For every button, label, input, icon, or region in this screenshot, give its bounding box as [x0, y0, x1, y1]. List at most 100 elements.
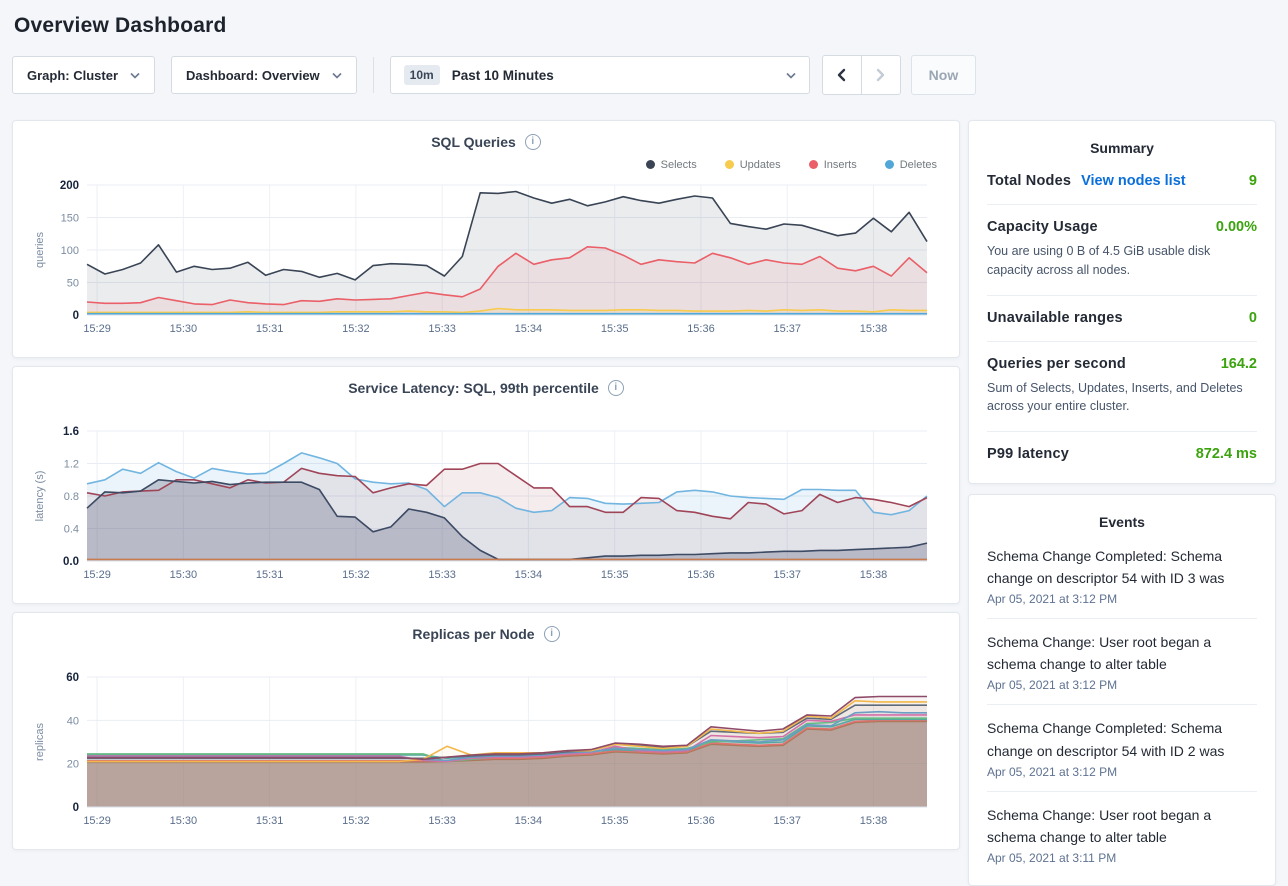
- svg-text:0.8: 0.8: [64, 491, 79, 503]
- chevron-down-icon: [130, 72, 140, 79]
- svg-text:50: 50: [67, 278, 79, 290]
- legend-item-updates[interactable]: Updates: [724, 157, 781, 172]
- summary-value: 164.2: [1220, 355, 1257, 372]
- event-item: Schema Change Completed: Schema change o…: [987, 705, 1257, 792]
- svg-text:60: 60: [66, 672, 79, 684]
- svg-text:15:37: 15:37: [773, 569, 801, 581]
- summary-row-main: Total Nodes View nodes list 9: [987, 173, 1257, 189]
- chart-title-row: Service Latency: SQL, 99th percentile i: [29, 380, 943, 396]
- summary-row: Unavailable ranges 0: [987, 296, 1257, 342]
- svg-text:15:33: 15:33: [428, 323, 456, 335]
- svg-text:15:32: 15:32: [342, 569, 370, 581]
- svg-text:1.6: 1.6: [63, 426, 79, 438]
- legend-label: Selects: [660, 158, 697, 171]
- time-next-button[interactable]: [860, 55, 901, 95]
- now-button[interactable]: Now: [910, 55, 977, 95]
- legend-item-inserts[interactable]: Inserts: [808, 157, 857, 172]
- event-item: Schema Change Completed: Schema change o…: [987, 533, 1257, 620]
- svg-text:15:36: 15:36: [687, 569, 715, 581]
- svg-text:15:35: 15:35: [601, 569, 629, 581]
- svg-text:15:34: 15:34: [515, 323, 543, 335]
- legend-item-deletes[interactable]: Deletes: [884, 157, 937, 172]
- charts-column: SQL Queries i Selects Updates Inserts Delet…: [12, 120, 960, 850]
- svg-text:1.2: 1.2: [64, 459, 79, 471]
- svg-text:15:30: 15:30: [170, 323, 198, 335]
- dashboard-dropdown[interactable]: Dashboard: Overview: [171, 56, 357, 94]
- svg-text:0.4: 0.4: [64, 524, 79, 536]
- svg-text:15:31: 15:31: [256, 815, 284, 827]
- svg-text:0: 0: [73, 310, 79, 322]
- toolbar: Graph: Cluster Dashboard: Overview 10m P…: [12, 55, 1276, 95]
- time-range-label: Past 10 Minutes: [451, 67, 554, 83]
- legend-dot-icon: [808, 160, 818, 169]
- replicas-per-node-plot[interactable]: 15:29 15:30 15:31 15:32 15:33 15:34 15:35 15:36…: [29, 667, 941, 837]
- summary-row: P99 latency 872.4 ms: [987, 432, 1257, 477]
- event-item: Schema Change: User root began a schema …: [987, 792, 1257, 877]
- svg-text:15:36: 15:36: [687, 323, 715, 335]
- summary-value: 0.00%: [1215, 219, 1257, 235]
- summary-panel: Summary Total Nodes View nodes list 9 Capac…: [968, 120, 1276, 484]
- chevron-down-icon: [332, 72, 342, 79]
- svg-text:15:38: 15:38: [860, 323, 888, 335]
- info-icon[interactable]: i: [543, 626, 560, 642]
- legend-dot-icon: [724, 160, 734, 169]
- svg-text:200: 200: [60, 180, 79, 192]
- summary-subtext: Sum of Selects, Updates, Inserts, and De…: [987, 380, 1243, 414]
- svg-text:15:37: 15:37: [773, 323, 801, 335]
- dashboard-dropdown-label: Dashboard: Overview: [186, 67, 320, 83]
- svg-text:15:30: 15:30: [170, 815, 198, 827]
- chart-title-row: Replicas per Node i: [29, 626, 943, 642]
- view-nodes-list-link[interactable]: View nodes list: [1081, 173, 1186, 189]
- svg-text:15:34: 15:34: [515, 569, 543, 581]
- dashboard-content: SQL Queries i Selects Updates Inserts Delet…: [12, 120, 1276, 886]
- info-icon[interactable]: i: [524, 134, 541, 150]
- chevron-left-icon: [837, 68, 846, 82]
- event-timestamp: Apr 05, 2021 at 3:11 PM: [987, 850, 1117, 865]
- svg-text:100: 100: [61, 245, 79, 257]
- graph-dropdown[interactable]: Graph: Cluster: [12, 56, 156, 94]
- summary-row: Total Nodes View nodes list 9: [987, 159, 1257, 205]
- summary-label: Capacity Usage: [987, 219, 1098, 235]
- svg-text:replicas: replicas: [34, 723, 46, 761]
- svg-text:15:32: 15:32: [342, 323, 370, 335]
- legend-label: Inserts: [823, 158, 857, 171]
- overview-dashboard-page: Overview Dashboard Graph: Cluster Dashbo…: [0, 14, 1288, 886]
- summary-value: 0: [1248, 309, 1257, 326]
- info-icon[interactable]: i: [607, 380, 624, 396]
- legend-item-selects[interactable]: Selects: [645, 157, 697, 172]
- chevron-right-icon: [876, 68, 885, 82]
- chart-title: SQL Queries: [431, 134, 516, 150]
- svg-text:15:29: 15:29: [83, 815, 111, 827]
- chevron-down-icon: [786, 72, 796, 79]
- service-latency-plot[interactable]: 15:29 15:30 15:31 15:32 15:33 15:34 15:35 15:36…: [29, 421, 941, 591]
- event-message: Schema Change: User root began a schema …: [987, 634, 1212, 673]
- svg-text:15:31: 15:31: [256, 569, 284, 581]
- chart-title: Replicas per Node: [412, 626, 535, 642]
- svg-text:15:31: 15:31: [256, 323, 284, 335]
- summary-value: 872.4 ms: [1195, 446, 1257, 462]
- time-range-selector[interactable]: 10m Past 10 Minutes: [389, 56, 810, 94]
- svg-text:15:29: 15:29: [83, 323, 111, 335]
- events-list: Schema Change Completed: Schema change o…: [987, 533, 1257, 877]
- svg-text:20: 20: [67, 759, 79, 771]
- svg-text:15:35: 15:35: [601, 323, 629, 335]
- svg-text:150: 150: [61, 213, 79, 225]
- toolbar-divider: [372, 57, 374, 93]
- svg-text:15:36: 15:36: [687, 815, 715, 827]
- summary-rows: Total Nodes View nodes list 9 Capacity Usag…: [987, 159, 1257, 477]
- summary-subtext: You are using 0 B of 4.5 GiB usable disk…: [987, 244, 1211, 277]
- summary-label: P99 latency: [987, 446, 1069, 462]
- summary-label: Queries per second: [987, 355, 1126, 372]
- chart-title: Service Latency: SQL, 99th percentile: [348, 380, 599, 396]
- time-prev-button[interactable]: [821, 55, 862, 95]
- chart-legend: Selects Updates Inserts Deletes: [29, 157, 937, 172]
- svg-text:40: 40: [67, 715, 79, 727]
- summary-title: Summary: [1090, 140, 1154, 156]
- svg-text:15:32: 15:32: [342, 815, 370, 827]
- event-message: Schema Change: User root began a schema …: [987, 806, 1212, 845]
- sql-queries-panel: SQL Queries i Selects Updates Inserts Delet…: [12, 120, 960, 358]
- summary-row-main: P99 latency 872.4 ms: [987, 446, 1257, 462]
- events-panel: Events Schema Change Completed: Schema c…: [968, 494, 1276, 886]
- sql-queries-plot[interactable]: 15:29 15:30 15:31 15:32 15:33 15:34 15:35 15:36…: [29, 175, 941, 345]
- event-timestamp: Apr 05, 2021 at 3:12 PM: [987, 592, 1118, 607]
